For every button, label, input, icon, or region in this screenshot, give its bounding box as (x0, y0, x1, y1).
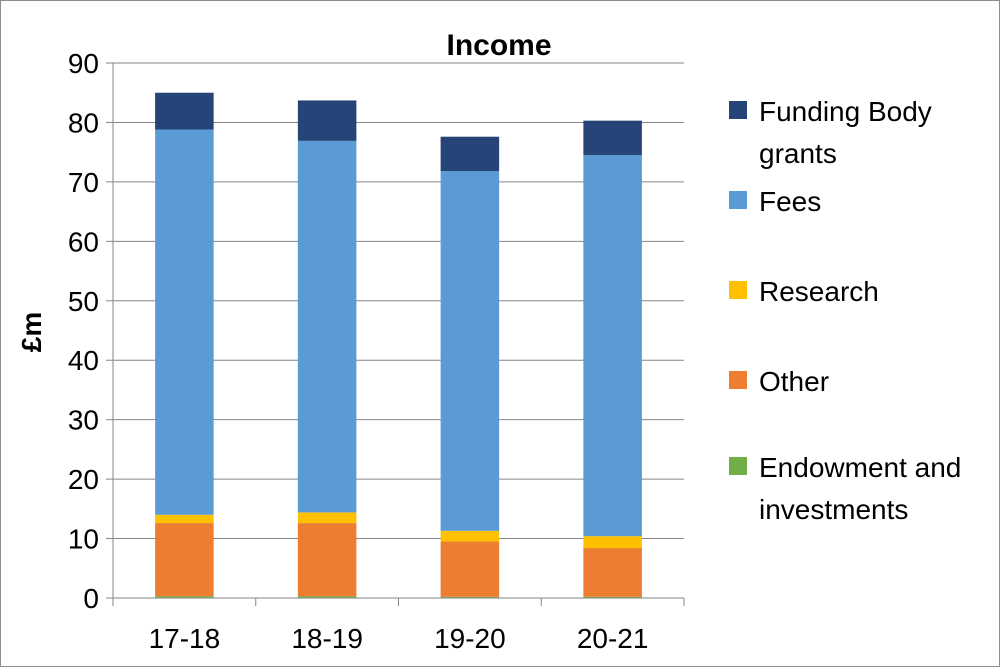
legend-swatch (729, 457, 747, 475)
bars (155, 92, 642, 598)
legend-label: Fees (759, 186, 821, 217)
bar-segment (440, 171, 500, 531)
bar-segment (583, 596, 642, 598)
bar-segment (155, 514, 214, 524)
y-tick-label: 80 (68, 107, 99, 138)
legend-label: Other (759, 366, 829, 397)
y-tick-label: 0 (83, 583, 99, 614)
bar-segment (440, 541, 500, 597)
y-tick-label: 40 (68, 345, 99, 376)
y-tick-label: 10 (68, 524, 99, 555)
bar-segment (155, 523, 214, 597)
legend-swatch (729, 101, 747, 119)
bar-segment (583, 536, 642, 549)
bar-segment (440, 136, 500, 172)
bar-segment (155, 596, 214, 598)
bar-segment (297, 596, 357, 598)
x-tick-label: 17-18 (149, 623, 221, 654)
x-tick-label: 20-21 (577, 623, 649, 654)
y-tick-label: 90 (68, 48, 99, 79)
bar-segment (583, 155, 642, 537)
legend-swatch (729, 371, 747, 389)
y-tick-label: 70 (68, 167, 99, 198)
bar-segment (583, 548, 642, 597)
x-tick-label: 19-20 (434, 623, 506, 654)
legend-label: Research (759, 276, 879, 307)
bar-segment (297, 100, 357, 141)
y-tick-label: 50 (68, 286, 99, 317)
legend: Funding Body grants Fees Research Other Endow… (729, 96, 961, 525)
legend-label: Funding Body grants (759, 96, 932, 169)
y-axis-title: £m (16, 312, 47, 352)
bar-segment (297, 512, 357, 524)
bar-segment (155, 129, 214, 515)
bar-segment (155, 92, 214, 130)
bar-segment (440, 596, 500, 598)
y-tick-label: 60 (68, 226, 99, 257)
bar-segment (297, 140, 357, 513)
legend-swatch (729, 281, 747, 299)
bar-segment (297, 523, 357, 597)
legend-label: Endowment and investments (759, 452, 961, 525)
axes: 0 10 20 30 40 50 60 70 80 90 17-18 18-19 19-20 20-21 (68, 48, 685, 654)
y-tick-label: 20 (68, 464, 99, 495)
bar-segment (440, 530, 500, 542)
chart-title: Income (446, 29, 551, 62)
x-tick-label: 18-19 (291, 623, 363, 654)
legend-swatch (729, 191, 747, 209)
y-tick-label: 30 (68, 405, 99, 436)
bar-segment (583, 120, 642, 156)
